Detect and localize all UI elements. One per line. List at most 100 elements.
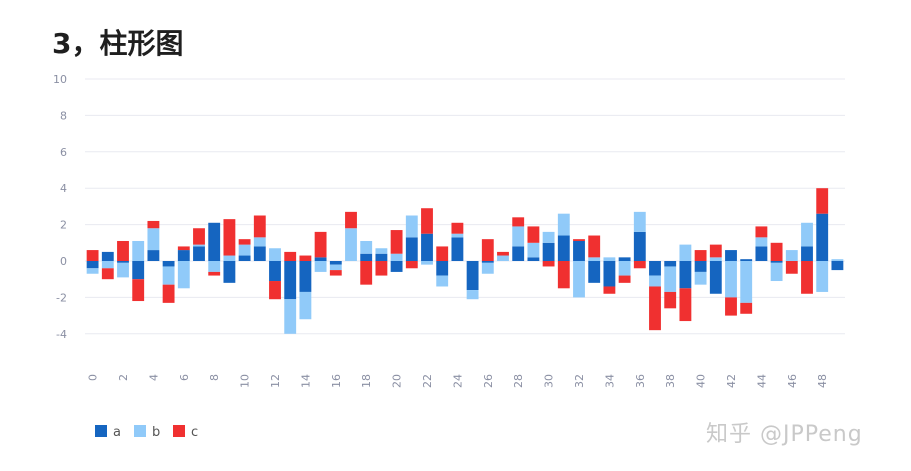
bar-series <box>86 188 844 334</box>
bar-a-29 <box>527 257 540 261</box>
y-tick-label: 6 <box>60 146 67 159</box>
bar-b-9 <box>223 255 236 261</box>
y-tick-label: -4 <box>56 328 67 341</box>
bar-c-29 <box>527 226 540 243</box>
bar-a-32 <box>573 240 585 261</box>
bar-c-10 <box>238 239 251 245</box>
bar-a-45 <box>770 261 783 263</box>
bar-a-25 <box>466 261 479 291</box>
bar-b-0 <box>86 268 99 274</box>
bar-b-2 <box>117 262 129 278</box>
bar-c-35 <box>618 275 631 283</box>
bar-a-19 <box>375 253 388 261</box>
x-tick-label: 48 <box>816 374 829 388</box>
bar-b-7 <box>193 244 205 247</box>
bar-c-42 <box>725 297 737 316</box>
x-tick-label: 24 <box>451 374 464 388</box>
bar-b-11 <box>253 237 266 247</box>
bar-a-6 <box>177 250 190 261</box>
chart-heading: 3，柱形图 <box>52 27 184 60</box>
bar-c-0 <box>86 250 99 261</box>
bar-b-40 <box>694 271 707 285</box>
bar-a-26 <box>481 261 494 263</box>
bar-b-25 <box>466 290 479 300</box>
bar-b-39 <box>679 244 692 261</box>
bar-b-8 <box>208 261 221 272</box>
bar-a-36 <box>633 231 646 261</box>
bar-c-1 <box>101 268 114 280</box>
bar-c-40 <box>694 250 707 261</box>
bar-b-35 <box>618 261 631 276</box>
bar-c-27 <box>497 251 509 256</box>
bar-c-6 <box>177 246 190 251</box>
bar-c-7 <box>193 228 205 245</box>
bar-b-42 <box>725 261 737 298</box>
bar-c-34 <box>603 286 616 294</box>
bar-c-30 <box>542 261 555 267</box>
bar-a-20 <box>390 261 403 272</box>
x-tick-label: 34 <box>603 374 616 388</box>
legend: a b c <box>95 425 198 440</box>
bar-c-12 <box>269 281 281 300</box>
bar-a-1 <box>101 251 114 261</box>
bar-b-13 <box>284 299 297 334</box>
bar-b-1 <box>101 261 114 269</box>
bar-a-2 <box>117 261 129 263</box>
x-tick-label: 28 <box>512 374 525 388</box>
y-tick-label: -2 <box>56 291 67 304</box>
x-tick-label: 0 <box>87 374 100 381</box>
bar-a-41 <box>709 261 722 294</box>
bar-a-42 <box>725 250 737 261</box>
x-tick-label: 18 <box>360 374 373 388</box>
x-tick-label: 8 <box>208 374 221 381</box>
bar-c-33 <box>588 235 601 258</box>
x-tick-label: 38 <box>664 374 677 388</box>
bar-c-9 <box>223 219 236 256</box>
x-tick-label: 44 <box>755 374 768 388</box>
bar-a-8 <box>208 222 221 261</box>
bar-b-33 <box>588 257 601 261</box>
bar-b-20 <box>390 253 403 261</box>
bar-a-33 <box>588 261 601 283</box>
bar-b-43 <box>740 261 753 303</box>
bar-c-15 <box>314 231 327 258</box>
bar-b-22 <box>421 261 433 265</box>
bar-b-6 <box>177 261 190 289</box>
bar-b-46 <box>785 250 798 261</box>
x-tick-label: 30 <box>543 374 556 388</box>
y-tick-label: 10 <box>53 73 67 86</box>
x-axis-ticks: 0 2 4 6 8 10 12 14 16 18 20 22 24 26 28 30 32 34 36 38 40 42 4… <box>87 374 830 388</box>
bar-a-49 <box>831 261 844 271</box>
y-tick-label: 4 <box>60 182 67 195</box>
bar-b-4 <box>147 228 160 251</box>
bar-c-26 <box>481 239 494 261</box>
x-tick-label: 14 <box>299 374 312 388</box>
bar-c-17 <box>345 211 357 229</box>
x-tick-label: 2 <box>117 374 130 381</box>
bar-b-23 <box>436 275 449 287</box>
bar-b-36 <box>633 211 646 232</box>
bar-a-35 <box>618 257 631 261</box>
x-tick-label: 16 <box>330 374 343 388</box>
bar-b-21 <box>405 215 418 238</box>
y-tick-label: 0 <box>60 255 67 268</box>
bar-b-29 <box>527 242 540 258</box>
bar-b-48 <box>816 261 829 292</box>
bar-a-9 <box>223 261 236 283</box>
bar-b-49 <box>831 259 844 261</box>
y-tick-label: 2 <box>60 219 67 232</box>
x-tick-label: 36 <box>634 374 647 388</box>
bar-a-7 <box>193 246 205 261</box>
bar-b-16 <box>329 264 342 271</box>
bar-c-44 <box>755 226 768 238</box>
bar-c-39 <box>679 288 692 322</box>
bar-a-21 <box>405 237 418 261</box>
legend-label-a: a <box>113 425 121 440</box>
bar-c-43 <box>740 302 753 314</box>
bar-c-36 <box>633 261 646 269</box>
legend-label-b: b <box>152 425 160 440</box>
bar-c-8 <box>208 271 221 276</box>
bar-c-19 <box>375 261 388 276</box>
bar-a-15 <box>314 257 327 261</box>
